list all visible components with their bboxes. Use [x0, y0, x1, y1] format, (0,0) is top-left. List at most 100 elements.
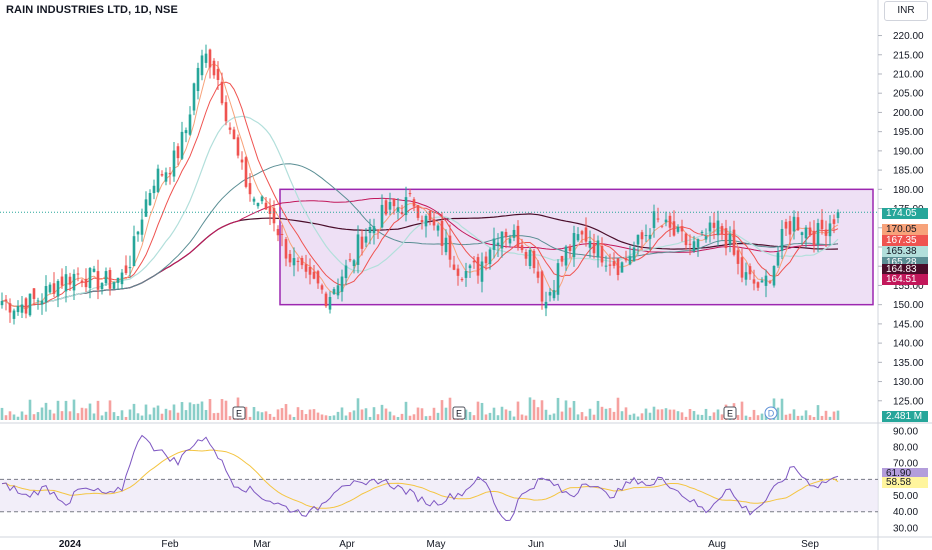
rsi-tick-label: 70.00: [893, 459, 918, 470]
rsi-tick-label: 30.00: [893, 523, 918, 534]
volume-bar: [664, 408, 668, 420]
volume-bar: [40, 407, 44, 420]
candle-body: [136, 231, 140, 235]
volume-bar: [100, 415, 104, 420]
volume-bar: [180, 402, 184, 420]
candle-body: [100, 282, 104, 290]
volume-bar: [800, 415, 804, 420]
volume-bar: [384, 408, 388, 420]
candle-body: [236, 137, 240, 156]
volume-bar: [480, 402, 484, 420]
candle-body: [324, 293, 328, 307]
volume-bar: [104, 411, 108, 420]
candle-body: [652, 211, 656, 228]
volume-bar: [504, 409, 508, 420]
candle-body: [36, 300, 40, 302]
volume-bar: [436, 412, 440, 420]
ma-10-line: [1, 81, 839, 308]
volume-bar: [216, 412, 220, 420]
candle-body: [728, 233, 732, 244]
volume-bar: [320, 414, 324, 420]
volume-label: 2.481 M: [882, 410, 928, 422]
candle-body: [572, 233, 576, 258]
event-marker-label: D: [768, 409, 775, 419]
volume-bar: [164, 408, 168, 420]
candle-body: [224, 102, 228, 122]
candle-body: [792, 216, 796, 232]
volume-bar: [660, 409, 664, 420]
candle-body: [364, 236, 368, 243]
candle-body: [104, 271, 108, 284]
candle-body: [564, 246, 568, 266]
candle-body: [512, 229, 516, 238]
candle-body: [8, 303, 12, 313]
candle-body: [80, 280, 84, 283]
price-tick-label: 135.00: [893, 358, 924, 369]
volume-bar: [156, 405, 160, 420]
candle-body: [472, 260, 476, 263]
currency-button[interactable]: INR: [884, 1, 928, 21]
candle-body: [824, 229, 828, 236]
volume-bar: [536, 407, 540, 420]
candle-body: [688, 243, 692, 245]
price-tick-label: 145.00: [893, 319, 924, 330]
candle-body: [44, 286, 48, 303]
volume-bar: [256, 411, 260, 420]
volume-bar: [636, 416, 640, 420]
volume-bar: [212, 413, 216, 420]
price-tick-label: 130.00: [893, 377, 924, 388]
volume-bar: [720, 414, 724, 420]
volume-bar: [780, 398, 784, 420]
volume-bar: [496, 415, 500, 420]
volume-bar: [792, 409, 796, 420]
volume-bar: [500, 406, 504, 420]
volume-bar: [108, 400, 112, 420]
candle-body: [176, 146, 180, 159]
volume-bar: [528, 397, 532, 420]
candle-body: [404, 197, 408, 216]
volume-bar: [24, 414, 28, 420]
candle-body: [628, 256, 632, 265]
candle-body: [96, 271, 100, 290]
candle-body: [92, 268, 96, 272]
volume-bar: [68, 411, 72, 420]
candle-body: [640, 232, 644, 240]
candle-body: [216, 69, 220, 80]
volume-bar: [88, 403, 92, 420]
volume-bar: [788, 413, 792, 420]
candle-body: [456, 268, 460, 276]
time-tick-label: Sep: [801, 539, 819, 550]
volume-bar: [432, 407, 436, 420]
volume-bar: [264, 411, 268, 420]
volume-bar: [476, 401, 480, 420]
volume-bar: [148, 414, 152, 420]
volume-bar: [204, 409, 208, 420]
candle-body: [524, 252, 528, 259]
candle-body: [284, 239, 288, 259]
rsi-tick-label: 80.00: [893, 443, 918, 454]
volume-bar: [300, 409, 304, 420]
volume-bar: [440, 400, 444, 420]
volume-bar: [464, 409, 468, 420]
candle-body: [188, 114, 192, 135]
volume-bar: [20, 411, 24, 420]
candle-body: [832, 219, 836, 224]
candle-body: [508, 238, 512, 244]
volume-bar: [468, 411, 472, 420]
candle-body: [752, 279, 756, 284]
event-marker-label: E: [727, 409, 733, 419]
volume-bar: [252, 407, 256, 420]
candle-body: [440, 220, 444, 246]
candle-body: [560, 255, 564, 262]
candle-body: [644, 235, 648, 237]
volume-bar: [172, 404, 176, 420]
volume-bar: [520, 414, 524, 420]
candle-body: [40, 300, 44, 305]
earnings-marker: [723, 406, 737, 420]
candle-body: [496, 242, 500, 246]
candle-body: [464, 271, 468, 278]
candle-body: [700, 231, 704, 233]
time-tick-label: Jun: [528, 539, 544, 550]
volume-bar: [540, 400, 544, 420]
